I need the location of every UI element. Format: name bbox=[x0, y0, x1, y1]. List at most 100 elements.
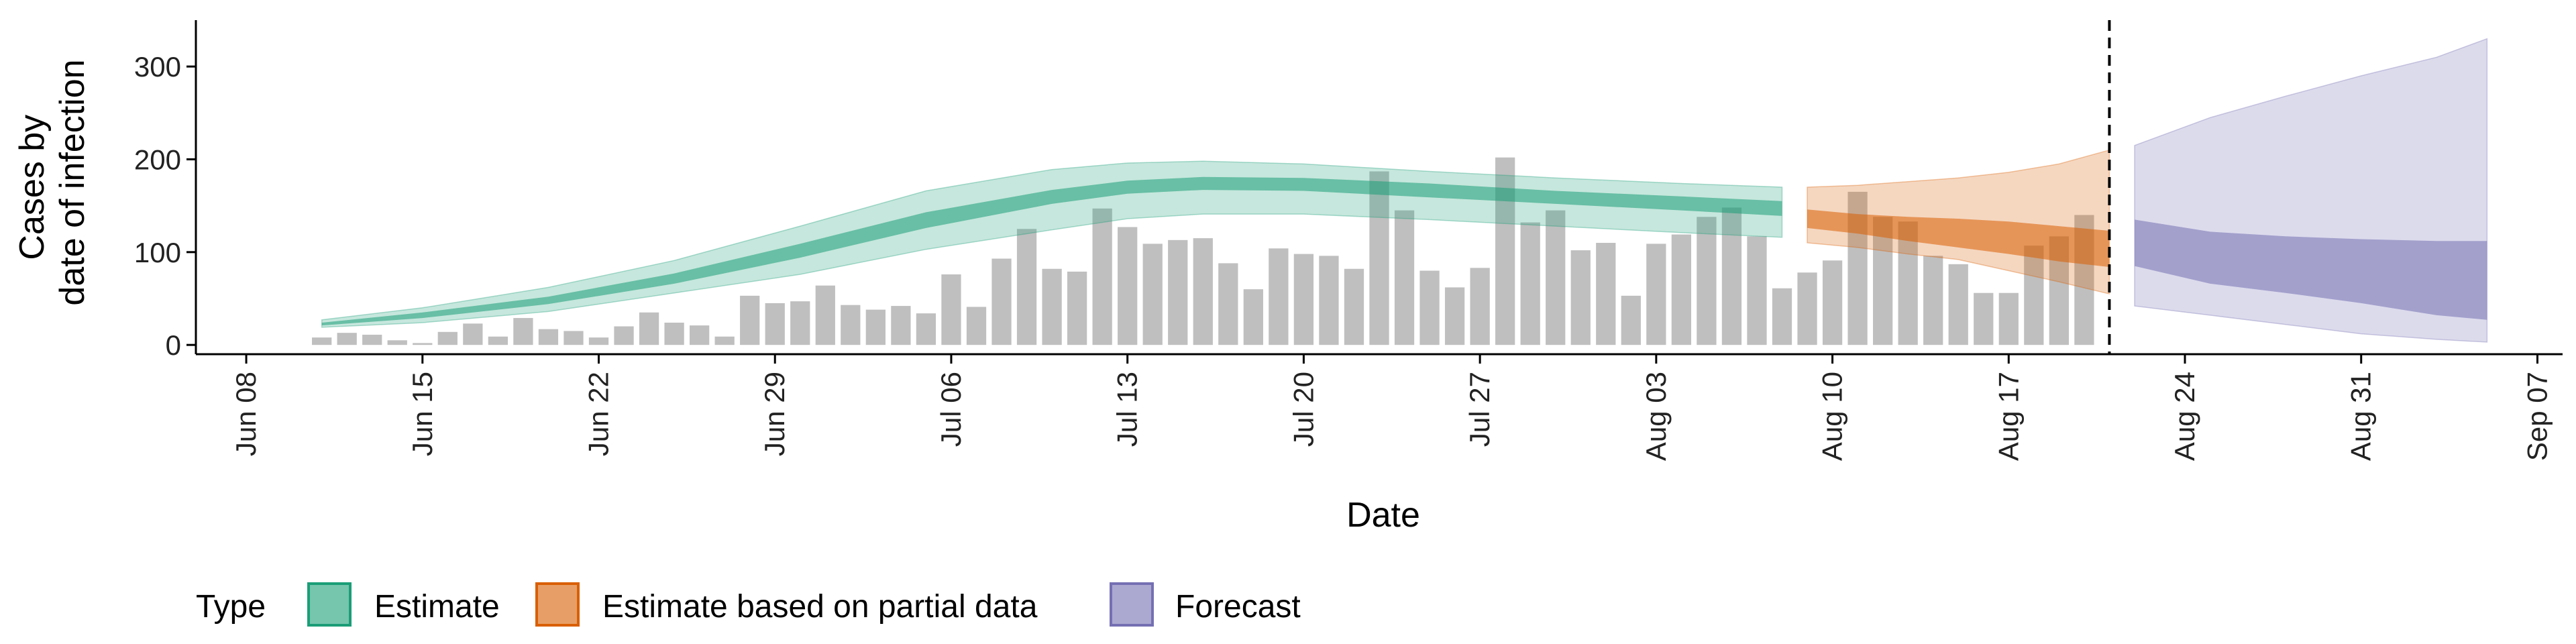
data-bar bbox=[1419, 270, 1440, 345]
x-tick-label: Jun 08 bbox=[230, 372, 262, 456]
data-bar bbox=[1319, 256, 1339, 345]
data-bar bbox=[1646, 244, 1666, 345]
data-bar bbox=[790, 301, 810, 345]
data-bar bbox=[941, 274, 961, 345]
legend-label-partial: Estimate based on partial data bbox=[602, 589, 1038, 625]
data-bar bbox=[690, 325, 710, 345]
data-bar bbox=[1747, 236, 1767, 345]
data-bar bbox=[865, 309, 885, 345]
data-bar bbox=[1822, 260, 1843, 345]
x-tick-label: Aug 31 bbox=[2345, 372, 2377, 461]
data-bar bbox=[1898, 221, 1918, 345]
data-bar bbox=[413, 343, 433, 345]
x-tick-label: Jun 22 bbox=[583, 372, 614, 456]
data-bar bbox=[1998, 292, 2019, 345]
data-bar bbox=[1797, 272, 1817, 345]
band-inner-estimate bbox=[321, 176, 1782, 326]
data-bar bbox=[841, 305, 861, 345]
band-inner-estimate-based-on-partial-data bbox=[1807, 209, 2110, 267]
x-tick-label: Jul 06 bbox=[935, 372, 967, 447]
data-bar bbox=[991, 258, 1012, 345]
x-tick-label: Aug 24 bbox=[2169, 372, 2200, 461]
data-bar bbox=[538, 329, 559, 345]
data-bar bbox=[488, 336, 508, 345]
data-bar bbox=[765, 303, 785, 345]
data-bar bbox=[1772, 288, 1792, 345]
data-bar bbox=[1394, 210, 1415, 345]
y-axis-title-line-1: Cases by bbox=[13, 115, 52, 260]
data-bar bbox=[1168, 239, 1188, 345]
x-tick-label: Jul 20 bbox=[1287, 372, 1319, 447]
data-bar bbox=[1016, 229, 1037, 345]
x-tick-label: Jul 13 bbox=[1112, 372, 1143, 447]
data-bar bbox=[740, 295, 760, 345]
data-bar bbox=[714, 336, 735, 345]
y-tick-label: 300 bbox=[134, 51, 181, 83]
data-bar bbox=[815, 285, 835, 345]
data-bar bbox=[1470, 268, 1490, 345]
data-bar bbox=[639, 312, 659, 345]
data-bar bbox=[1621, 295, 1641, 345]
data-bar bbox=[664, 322, 684, 345]
data-bar bbox=[1369, 171, 1389, 345]
y-tick-label: 200 bbox=[134, 144, 181, 176]
data-bar bbox=[1118, 227, 1138, 345]
legend-label-forecast: Forecast bbox=[1175, 589, 1301, 625]
x-tick-label: Aug 17 bbox=[1992, 372, 2024, 461]
data-bar bbox=[1721, 207, 1742, 345]
data-bar bbox=[564, 331, 584, 345]
axes-layer: 0 100 200 300 Jun 08 Jun 15 Jun 22 Jun 29 Jul 06… bbox=[134, 20, 2563, 461]
data-bar bbox=[463, 323, 483, 345]
data-bar bbox=[1243, 289, 1263, 345]
band-inner-forecast bbox=[2135, 219, 2487, 320]
data-bar bbox=[916, 313, 936, 345]
data-bar bbox=[1671, 234, 1692, 345]
y-axis-title-line-2: date of infection bbox=[53, 59, 92, 305]
data-bar bbox=[1067, 271, 1087, 345]
data-bar bbox=[588, 337, 609, 345]
legend-key-estimate bbox=[307, 582, 352, 627]
bands-layer bbox=[321, 38, 2488, 343]
data-bar bbox=[1570, 250, 1591, 345]
data-bar bbox=[2024, 246, 2044, 345]
data-bar bbox=[1923, 256, 1943, 345]
data-bar bbox=[1092, 208, 1112, 345]
data-bar bbox=[1546, 210, 1566, 345]
data-bar bbox=[1042, 268, 1062, 345]
data-bar bbox=[1596, 243, 1616, 345]
legend-label-estimate: Estimate bbox=[374, 589, 500, 625]
data-bar bbox=[437, 331, 458, 345]
data-bar bbox=[513, 318, 533, 345]
data-bar bbox=[891, 306, 911, 345]
x-tick-label: Jun 15 bbox=[407, 372, 438, 456]
data-bar bbox=[1269, 248, 1289, 345]
data-bar bbox=[1948, 264, 1968, 345]
data-bar bbox=[1193, 238, 1213, 345]
legend: Type Estimate Estimate based on partial … bbox=[196, 582, 1301, 627]
data-bar bbox=[387, 340, 407, 345]
data-bar bbox=[1293, 254, 1314, 345]
data-bar bbox=[1520, 222, 1540, 345]
data-bar bbox=[1344, 268, 1364, 345]
y-tick-label: 100 bbox=[134, 237, 181, 268]
x-tick-label: Sep 07 bbox=[2522, 372, 2553, 461]
y-axis-title: Cases by date of infection bbox=[13, 59, 92, 305]
y-tick-label: 0 bbox=[166, 329, 181, 361]
x-tick-label: Aug 10 bbox=[1817, 372, 1848, 461]
data-bar bbox=[312, 337, 332, 345]
x-tick-label: Aug 03 bbox=[1640, 372, 1672, 461]
x-axis-title: Date bbox=[1346, 496, 1420, 535]
data-bar bbox=[362, 334, 382, 345]
band-outer-estimate bbox=[321, 160, 1783, 328]
data-bar bbox=[1444, 287, 1465, 345]
data-bar bbox=[1218, 263, 1238, 345]
legend-title: Type bbox=[196, 589, 266, 625]
data-bar bbox=[1142, 244, 1163, 345]
data-bar bbox=[614, 326, 634, 345]
x-tick-label: Jul 27 bbox=[1464, 372, 1495, 447]
data-bar bbox=[1697, 217, 1717, 345]
data-bar bbox=[337, 333, 357, 345]
x-tick-label: Jun 29 bbox=[759, 372, 790, 456]
data-bar bbox=[966, 307, 987, 345]
